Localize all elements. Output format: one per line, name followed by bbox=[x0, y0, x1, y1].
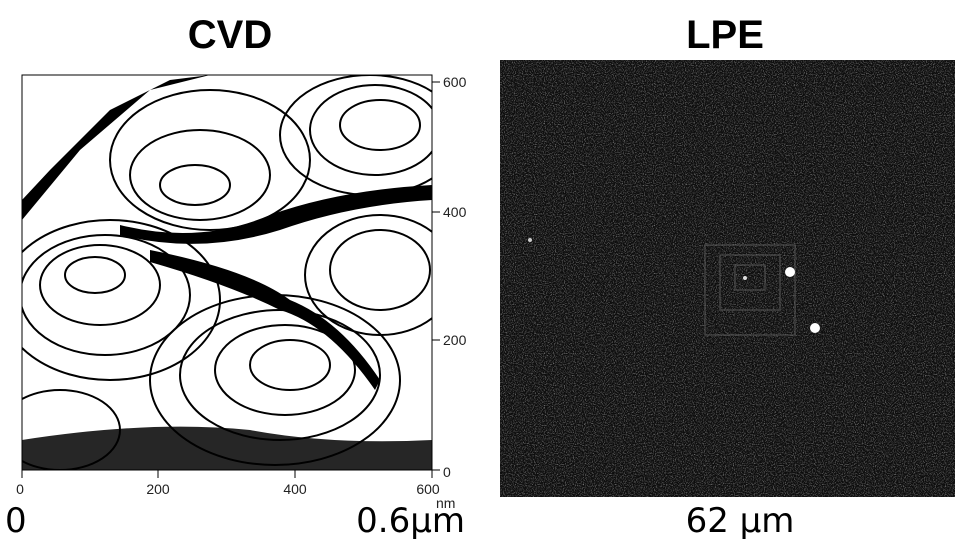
y-tick-label: 600 bbox=[443, 74, 467, 90]
scale-label: 0 bbox=[5, 501, 27, 541]
x-tick-label: 600 bbox=[416, 481, 440, 497]
y-tick-label: 0 bbox=[443, 464, 451, 480]
x-tick-label: 0 bbox=[16, 481, 24, 497]
cvd-frame bbox=[21, 74, 433, 471]
x-unit: nm bbox=[436, 495, 455, 511]
y-tick-label: 400 bbox=[443, 204, 467, 220]
x-tick-label: 400 bbox=[283, 481, 307, 497]
scale-label: 0.6μm bbox=[356, 501, 465, 541]
lpe-image bbox=[500, 60, 955, 497]
y-tick-label: 200 bbox=[443, 332, 467, 348]
x-tick-label: 200 bbox=[146, 481, 170, 497]
cvd-image bbox=[22, 75, 432, 470]
lpe-title: LPE bbox=[686, 13, 764, 57]
cvd-title: CVD bbox=[188, 13, 272, 57]
scale-label: 62 μm bbox=[686, 501, 795, 541]
cvd-ticks bbox=[21, 81, 440, 478]
